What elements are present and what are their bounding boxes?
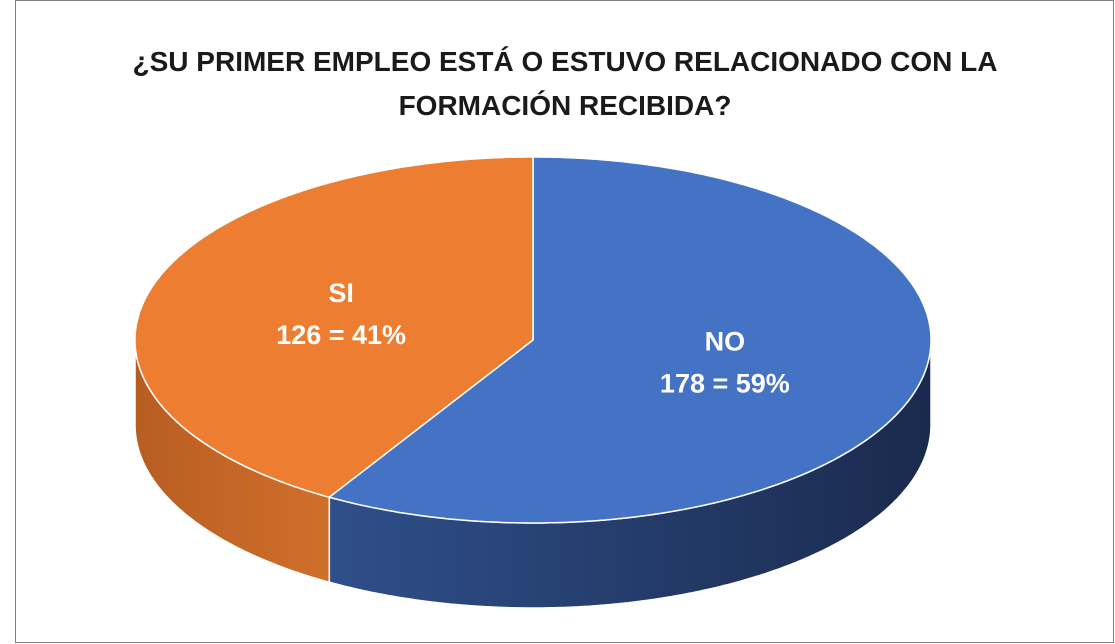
slice-category: SI xyxy=(328,278,354,308)
slice-category: NO xyxy=(705,326,746,356)
slice-value-label: 126 = 41% xyxy=(276,320,406,350)
chart-frame xyxy=(15,0,1114,643)
pie-slice xyxy=(134,156,534,499)
pie-slice xyxy=(327,156,932,524)
slice-value-label: 178 = 59% xyxy=(660,368,790,398)
chart-title: ¿SU PRIMER EMPLEO ESTÁ O ESTUVO RELACION… xyxy=(132,46,998,121)
